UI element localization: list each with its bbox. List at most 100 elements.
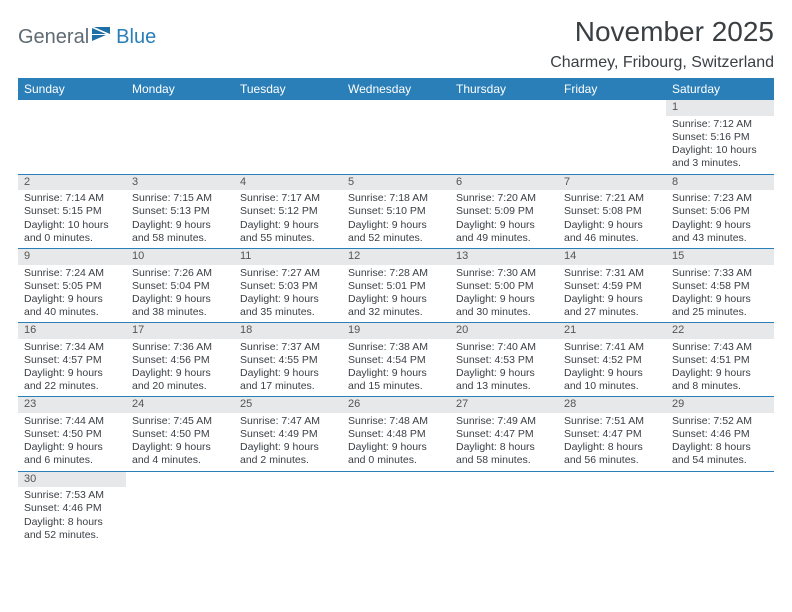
- daylight-text: Daylight: 9 hours: [564, 293, 660, 306]
- day-number: 10: [126, 249, 234, 265]
- sunset-text: Sunset: 5:13 PM: [132, 205, 228, 218]
- calendar-week: 16Sunrise: 7:34 AMSunset: 4:57 PMDayligh…: [18, 323, 774, 397]
- daylight-text: Daylight: 9 hours: [672, 367, 768, 380]
- day-number: 4: [234, 175, 342, 191]
- daylight-text: and 13 minutes.: [456, 380, 552, 393]
- sunrise-text: Sunrise: 7:15 AM: [132, 192, 228, 205]
- calendar-cell: [666, 471, 774, 545]
- logo: General Blue: [18, 26, 156, 49]
- calendar-cell: 3Sunrise: 7:15 AMSunset: 5:13 PMDaylight…: [126, 174, 234, 248]
- daylight-text: Daylight: 9 hours: [348, 441, 444, 454]
- calendar-cell: [342, 100, 450, 174]
- day-number: 24: [126, 397, 234, 413]
- daylight-text: Daylight: 9 hours: [564, 367, 660, 380]
- sunset-text: Sunset: 5:05 PM: [24, 280, 120, 293]
- sunrise-text: Sunrise: 7:31 AM: [564, 267, 660, 280]
- sunset-text: Sunset: 4:59 PM: [564, 280, 660, 293]
- day-header-thu: Thursday: [450, 78, 558, 100]
- daylight-text: and 17 minutes.: [240, 380, 336, 393]
- daylight-text: and 58 minutes.: [132, 232, 228, 245]
- sunrise-text: Sunrise: 7:48 AM: [348, 415, 444, 428]
- sunrise-text: Sunrise: 7:30 AM: [456, 267, 552, 280]
- calendar-page: General Blue November 2025 Charmey, Frib…: [0, 0, 792, 612]
- calendar-cell: 29Sunrise: 7:52 AMSunset: 4:46 PMDayligh…: [666, 397, 774, 471]
- day-header-row: Sunday Monday Tuesday Wednesday Thursday…: [18, 78, 774, 100]
- daylight-text: Daylight: 9 hours: [132, 367, 228, 380]
- day-header-tue: Tuesday: [234, 78, 342, 100]
- calendar-cell: [126, 100, 234, 174]
- sunset-text: Sunset: 5:16 PM: [672, 131, 768, 144]
- calendar-cell: 7Sunrise: 7:21 AMSunset: 5:08 PMDaylight…: [558, 174, 666, 248]
- daylight-text: Daylight: 9 hours: [672, 293, 768, 306]
- daylight-text: and 52 minutes.: [24, 529, 120, 542]
- sunset-text: Sunset: 4:47 PM: [456, 428, 552, 441]
- sunrise-text: Sunrise: 7:24 AM: [24, 267, 120, 280]
- sunrise-text: Sunrise: 7:23 AM: [672, 192, 768, 205]
- sunrise-text: Sunrise: 7:12 AM: [672, 118, 768, 131]
- sunrise-text: Sunrise: 7:38 AM: [348, 341, 444, 354]
- day-number: 22: [666, 323, 774, 339]
- sunrise-text: Sunrise: 7:28 AM: [348, 267, 444, 280]
- calendar-cell: 5Sunrise: 7:18 AMSunset: 5:10 PMDaylight…: [342, 174, 450, 248]
- daylight-text: and 58 minutes.: [456, 454, 552, 467]
- calendar-cell: 26 Sunrise: 7:48 AMSunset: 4:48 PMDayligh…: [342, 397, 450, 471]
- daylight-text: and 25 minutes.: [672, 306, 768, 319]
- daylight-text: and 27 minutes.: [564, 306, 660, 319]
- day-header-sat: Saturday: [666, 78, 774, 100]
- day-number: 30: [18, 472, 126, 488]
- sunrise-text: Sunrise: 7:49 AM: [456, 415, 552, 428]
- sunset-text: Sunset: 4:49 PM: [240, 428, 336, 441]
- empty-cell: [558, 472, 666, 488]
- day-number: 27: [450, 397, 558, 413]
- sunset-text: Sunset: 4:48 PM: [348, 428, 444, 441]
- sunset-text: Sunset: 5:08 PM: [564, 205, 660, 218]
- calendar-cell: 10Sunrise: 7:26 AMSunset: 5:04 PMDayligh…: [126, 248, 234, 322]
- daylight-text: Daylight: 9 hours: [132, 219, 228, 232]
- month-title: November 2025: [550, 16, 774, 48]
- empty-cell: [234, 472, 342, 488]
- daylight-text: Daylight: 9 hours: [24, 293, 120, 306]
- calendar-cell: 23Sunrise: 7:44 AMSunset: 4:50 PMDayligh…: [18, 397, 126, 471]
- daylight-text: and 32 minutes.: [348, 306, 444, 319]
- calendar-cell: 14Sunrise: 7:31 AMSunset: 4:59 PMDayligh…: [558, 248, 666, 322]
- day-header-sun: Sunday: [18, 78, 126, 100]
- daylight-text: Daylight: 8 hours: [564, 441, 660, 454]
- calendar-cell: [450, 100, 558, 174]
- day-number: 28: [558, 397, 666, 413]
- day-number: 23: [18, 397, 126, 413]
- sunset-text: Sunset: 4:57 PM: [24, 354, 120, 367]
- sunset-text: Sunset: 5:04 PM: [132, 280, 228, 293]
- daylight-text: and 4 minutes.: [132, 454, 228, 467]
- daylight-text: Daylight: 9 hours: [24, 441, 120, 454]
- sunrise-text: Sunrise: 7:47 AM: [240, 415, 336, 428]
- daylight-text: Daylight: 9 hours: [672, 219, 768, 232]
- empty-cell: [666, 472, 774, 488]
- sunset-text: Sunset: 4:50 PM: [132, 428, 228, 441]
- day-header-mon: Monday: [126, 78, 234, 100]
- sunrise-text: Sunrise: 7:26 AM: [132, 267, 228, 280]
- daylight-text: Daylight: 9 hours: [564, 219, 660, 232]
- calendar-cell: [18, 100, 126, 174]
- empty-cell: [18, 100, 126, 116]
- calendar-cell: 24Sunrise: 7:45 AMSunset: 4:50 PMDayligh…: [126, 397, 234, 471]
- daylight-text: and 20 minutes.: [132, 380, 228, 393]
- sunrise-text: Sunrise: 7:43 AM: [672, 341, 768, 354]
- daylight-text: Daylight: 9 hours: [456, 293, 552, 306]
- page-header: General Blue November 2025 Charmey, Frib…: [18, 16, 774, 72]
- daylight-text: and 40 minutes.: [24, 306, 120, 319]
- daylight-text: and 35 minutes.: [240, 306, 336, 319]
- daylight-text: and 52 minutes.: [348, 232, 444, 245]
- daylight-text: and 56 minutes.: [564, 454, 660, 467]
- day-number: 26: [342, 397, 450, 413]
- day-number: 9: [18, 249, 126, 265]
- day-number: 12: [342, 249, 450, 265]
- calendar-cell: 15Sunrise: 7:33 AMSunset: 4:58 PMDayligh…: [666, 248, 774, 322]
- daylight-text: Daylight: 10 hours: [24, 219, 120, 232]
- calendar-week: 30Sunrise: 7:53 AMSunset: 4:46 PMDayligh…: [18, 471, 774, 545]
- calendar-cell: 12Sunrise: 7:28 AMSunset: 5:01 PMDayligh…: [342, 248, 450, 322]
- day-header-fri: Friday: [558, 78, 666, 100]
- daylight-text: and 2 minutes.: [240, 454, 336, 467]
- daylight-text: and 54 minutes.: [672, 454, 768, 467]
- day-number: 8: [666, 175, 774, 191]
- empty-cell: [234, 100, 342, 116]
